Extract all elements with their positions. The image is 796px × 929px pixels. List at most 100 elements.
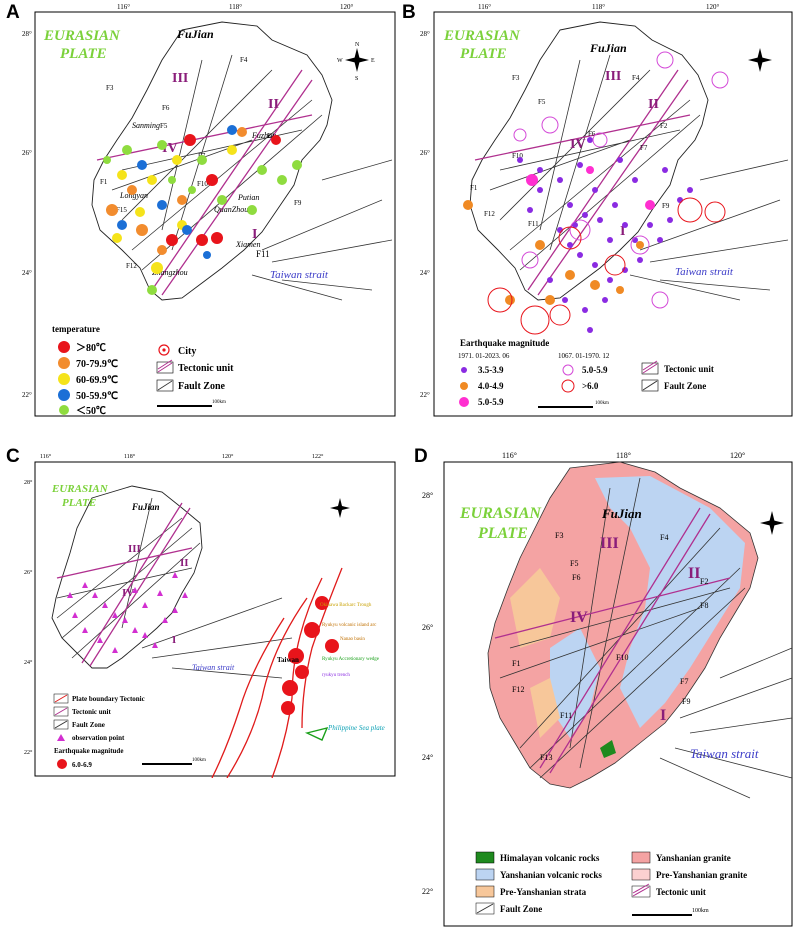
fault-label: F4 <box>660 533 668 542</box>
fault-label: F7 <box>680 677 688 686</box>
lon-tick: 120° <box>222 453 234 460</box>
unit-label: IV <box>122 587 134 599</box>
unit-label: III <box>128 543 141 555</box>
lon-tick: 116° <box>502 451 517 460</box>
temperature-legend: temperature ＞80℃ 70-79.9℃ 60-69.9℃ 50-59… <box>52 324 234 417</box>
plate-label: EURASIAN <box>51 483 109 495</box>
panel-b-letter: B <box>402 2 416 23</box>
tectonic-unit-line <box>539 507 711 774</box>
fault-label: F3 <box>512 74 520 82</box>
lat-tick: 28° <box>24 479 33 486</box>
tectonic-unit-line <box>494 577 731 639</box>
legend-label: Plate boundary Tectonic <box>72 695 145 703</box>
fault-label: F15 <box>116 206 127 214</box>
fault-label: F9 <box>682 697 690 706</box>
fault-label: F2 <box>267 132 275 140</box>
unit-label: II <box>648 97 659 112</box>
unit-label: IV <box>570 609 588 626</box>
fault-lines <box>56 497 293 679</box>
legend-label: 50-59.9℃ <box>76 391 118 402</box>
lon-tick: 120° <box>730 451 745 460</box>
fault-label: F4 <box>240 56 248 64</box>
tectonic-unit-line <box>151 69 313 296</box>
lat-tick: 28° <box>22 30 32 38</box>
marine-label: Ryukyu Accretionary wedge <box>322 657 380 662</box>
fault-label: F1 <box>470 184 478 192</box>
lon-tick: 118° <box>592 3 605 11</box>
legend-label: 60-69.9℃ <box>76 375 118 386</box>
city-label: Fuzhou <box>251 131 276 140</box>
fault-label: F12 <box>512 685 524 694</box>
unit-label: III <box>605 69 621 84</box>
fault-label: F12 <box>126 262 137 270</box>
compass-icon: N E W S <box>337 42 375 82</box>
fault-label: F3 <box>555 531 563 540</box>
lon-tick: 116° <box>40 453 52 460</box>
strait-label: Taiwan strait <box>192 663 235 672</box>
unit-label: I <box>620 224 625 239</box>
lon-tick: 120° <box>706 3 720 11</box>
legend-label: Pre-Yanshanian strata <box>500 887 587 897</box>
plate-label: PLATE <box>477 525 528 542</box>
legend-label: observation point <box>72 734 125 742</box>
legend-label: Fault Zone <box>178 381 226 392</box>
earthquake-points-orange <box>463 200 644 305</box>
fault-label: F11 <box>256 249 270 259</box>
panel-b-map: 116° 118° 120° 28° 26° 24° 22° EURASIAN … <box>420 3 793 417</box>
fault-label: F6 <box>588 130 596 138</box>
legend-swatch <box>59 405 69 415</box>
legend-label: Tectonic unit <box>178 363 234 374</box>
lat-tick: 24° <box>422 753 433 762</box>
legend-label: Himalayan volcanic rocks <box>500 853 600 863</box>
province-label: FuJian <box>589 41 627 55</box>
fault-label: F2 <box>660 122 668 130</box>
fault-lines <box>111 54 393 301</box>
unit-label: IV <box>570 137 586 152</box>
fault-label: F1 <box>512 659 520 668</box>
lon-tick: 116° <box>117 3 130 11</box>
panel-d-letter: D <box>414 446 428 467</box>
lon-tick: 122° <box>312 453 324 460</box>
city-label: QuanZhou <box>214 205 248 214</box>
legend-label: 5.0-5.9 <box>478 397 504 407</box>
fault-label: F5 <box>570 559 578 568</box>
legend-label: 6.0-6.9 <box>72 761 92 769</box>
fault-label: F11 <box>528 220 539 228</box>
lon-tick: 118° <box>124 453 136 460</box>
unit-label: II <box>688 565 700 582</box>
svg-text:S: S <box>355 76 358 82</box>
strait-label: Taiwan strait <box>270 269 329 281</box>
lat-tick: 26° <box>420 149 430 157</box>
province-label: FuJian <box>601 506 642 521</box>
lon-tick: 118° <box>616 451 631 460</box>
legend-period: 1067. 01-1970. 12 <box>558 352 610 360</box>
legend-label: 3.5-3.9 <box>478 365 504 375</box>
unit-label: I <box>252 227 257 242</box>
legend-label: Fault Zone <box>500 904 542 914</box>
historic-earthquakes <box>487 51 729 335</box>
legend-period: 1971. 01-2023. 06 <box>458 352 510 360</box>
tectonic-unit-line <box>81 502 191 667</box>
earthquake-points <box>517 137 693 333</box>
province-label: FuJian <box>176 27 214 41</box>
city-label: Longyan <box>119 191 148 200</box>
fault-label: F10 <box>512 152 523 160</box>
lat-tick: 24° <box>420 269 430 277</box>
fault-label: F11 <box>560 711 572 720</box>
compass-icon <box>760 511 784 535</box>
fault-label: F1 <box>100 178 108 186</box>
fault-label: F9 <box>662 202 670 210</box>
observation-points <box>67 572 188 653</box>
lat-tick: 28° <box>420 30 430 38</box>
legend-label: 70-79.9℃ <box>76 359 118 370</box>
fault-label: F10 <box>197 180 208 188</box>
legend-label: 5.0-5.9 <box>582 365 608 375</box>
compass-icon <box>330 498 350 518</box>
lat-tick: 24° <box>24 659 33 666</box>
fault-lines <box>499 477 793 799</box>
lat-tick: 22° <box>24 749 33 756</box>
legend-label: Tectonic unit <box>72 708 111 716</box>
plate-label: EURASIAN <box>43 28 121 44</box>
plate-legend: Plate boundary Tectonic Tectonic unit Fa… <box>53 693 206 769</box>
city-label: Xiamen <box>235 240 260 249</box>
